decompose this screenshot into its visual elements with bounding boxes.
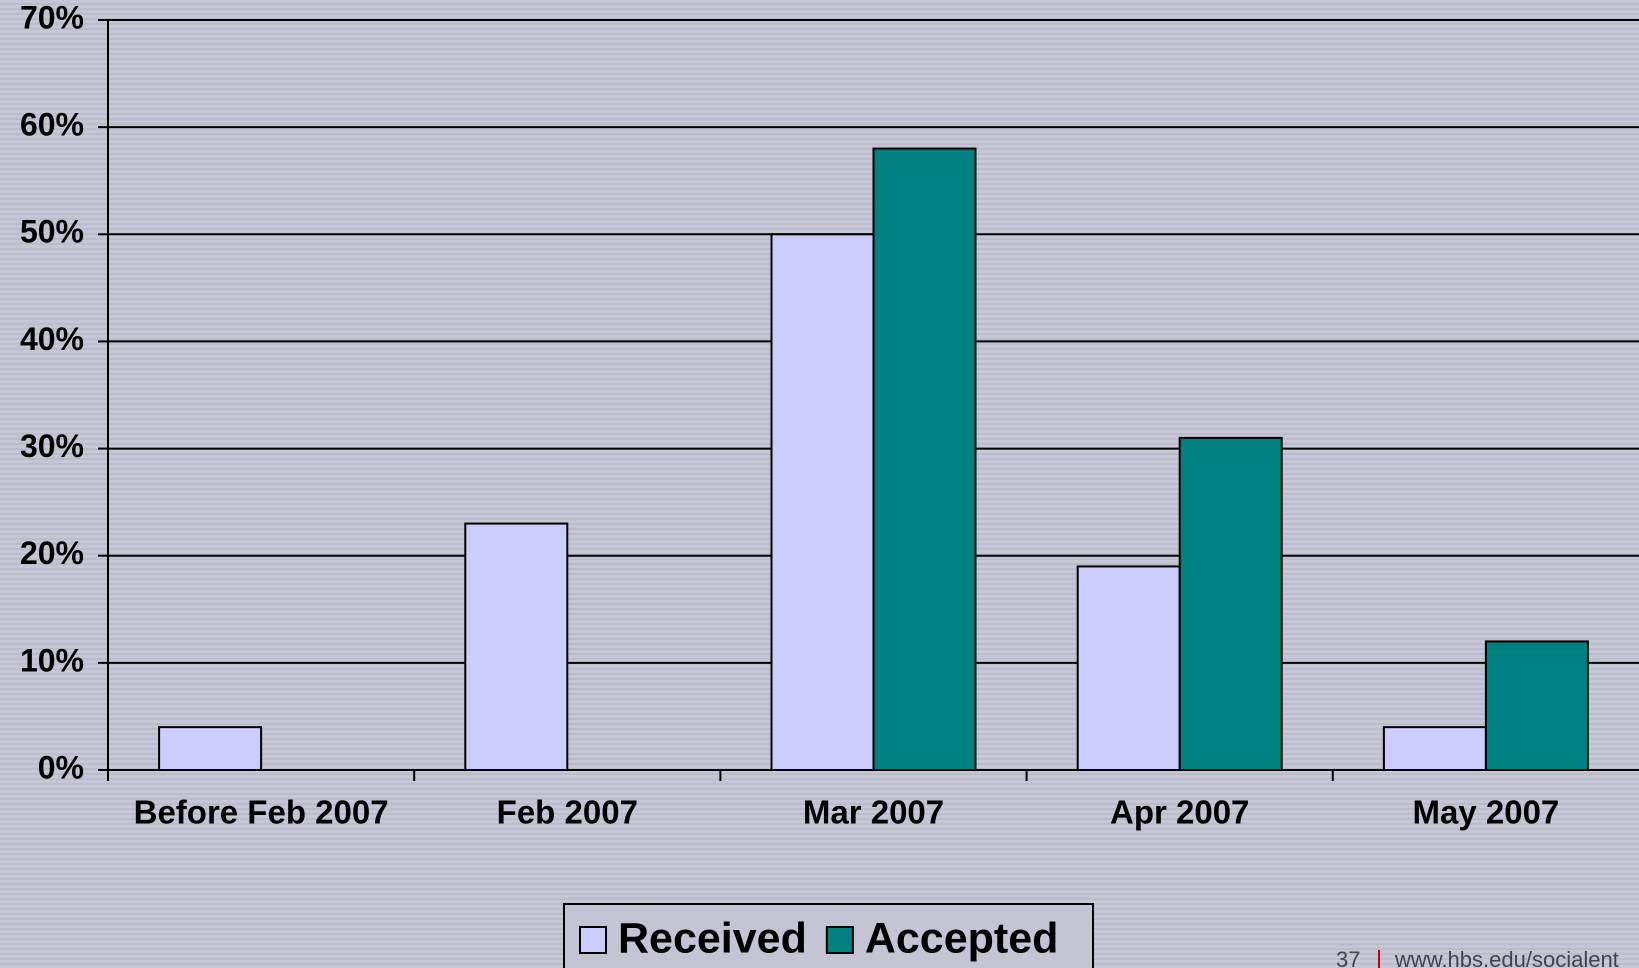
- x-tick-label: May 2007: [1413, 794, 1560, 831]
- y-tick-label: 10%: [20, 642, 84, 678]
- legend-label: Accepted: [865, 914, 1059, 962]
- legend-swatch: [579, 926, 607, 954]
- y-tick-label: 50%: [20, 214, 84, 250]
- legend-label: Received: [618, 914, 807, 962]
- y-tick-label: 60%: [20, 107, 84, 143]
- bar: [1178, 436, 1283, 771]
- bar: [158, 726, 263, 772]
- legend-swatch: [825, 926, 854, 954]
- y-tick-label: 20%: [20, 535, 84, 571]
- y-tick-label: 70%: [20, 0, 84, 35]
- bar: [872, 147, 977, 772]
- footer-url: www.hbs.edu/socialent: [1394, 947, 1619, 968]
- bar: [1484, 640, 1589, 772]
- x-tick-label: Feb 2007: [497, 794, 638, 831]
- x-tick-label: Before Feb 2007: [134, 794, 389, 831]
- bar: [770, 233, 875, 772]
- y-tick-label: 40%: [20, 321, 84, 357]
- x-tick-label: Apr 2007: [1110, 794, 1249, 831]
- y-tick-label: 30%: [20, 428, 84, 464]
- x-tick-label: Mar 2007: [803, 794, 944, 831]
- y-tick-label: 0%: [38, 749, 84, 785]
- bar: [1076, 565, 1181, 772]
- bar: [1382, 726, 1487, 772]
- page-number: 37: [1336, 947, 1360, 968]
- bar: [464, 522, 569, 771]
